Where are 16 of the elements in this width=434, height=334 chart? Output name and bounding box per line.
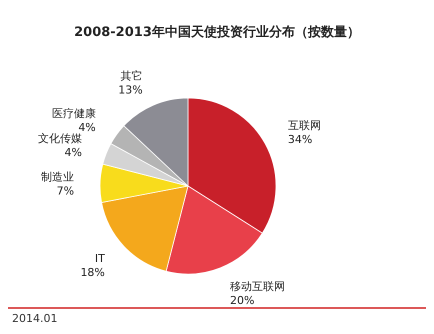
data-label: 4%: [64, 146, 82, 160]
slice-label: 移动互联网: [230, 280, 285, 293]
data-label: 20%: [230, 294, 254, 307]
data-label: 4%: [78, 120, 96, 134]
slice-label: 文化传媒: [38, 132, 82, 146]
slice-label: 互联网: [288, 119, 321, 132]
data-label: 7%: [56, 184, 74, 198]
slice-label: 制造业: [41, 170, 74, 184]
text: 2014.01: [12, 312, 58, 325]
chart-title: 2008-2013年中国天使投资行业分布（按数量）: [74, 24, 360, 40]
slice-label: 其它: [120, 69, 143, 82]
data-label: 13%: [118, 83, 143, 96]
data-label: 34%: [288, 133, 312, 146]
data-label: 18%: [80, 266, 105, 280]
slice-label: 医疗健康: [52, 106, 96, 120]
slice-label: IT: [94, 252, 106, 266]
